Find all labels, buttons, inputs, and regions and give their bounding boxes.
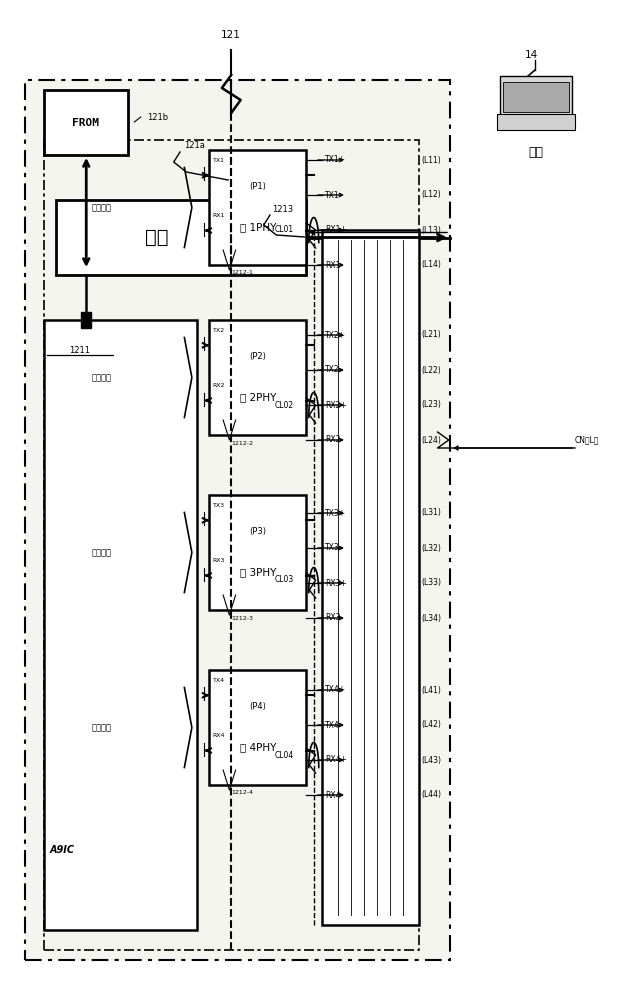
Text: (L14): (L14) (422, 260, 442, 269)
Text: TX2-: TX2- (325, 365, 342, 374)
Text: (L42): (L42) (422, 720, 442, 730)
Text: TX2+: TX2+ (325, 330, 346, 340)
Text: TX2: TX2 (213, 328, 225, 333)
Text: RX1-: RX1- (325, 260, 343, 269)
Bar (56, 200, 306, 275)
Text: RX1: RX1 (213, 213, 225, 218)
Text: CL04: CL04 (275, 750, 294, 760)
Text: RX4-: RX4- (325, 790, 343, 800)
Text: 1212-2: 1212-2 (231, 441, 253, 446)
Text: (L44): (L44) (422, 790, 442, 800)
Text: 1211: 1211 (69, 346, 90, 355)
Text: RX3-: RX3- (325, 613, 343, 622)
Text: RX1+: RX1+ (325, 226, 347, 234)
Bar (209, 320, 306, 435)
Text: 第 3PHY: 第 3PHY (239, 567, 276, 577)
Text: 第 4PHY: 第 4PHY (239, 742, 276, 752)
Text: 第四端口: 第四端口 (92, 723, 112, 732)
Text: 接口: 接口 (144, 228, 168, 247)
Text: 121: 121 (221, 30, 241, 40)
Text: (P1): (P1) (249, 182, 266, 191)
Text: RX4+: RX4+ (325, 756, 347, 764)
Text: (P4): (P4) (249, 702, 266, 711)
Text: (L12): (L12) (422, 190, 442, 200)
Text: TX1+: TX1+ (325, 155, 346, 164)
Text: RX3+: RX3+ (325, 578, 347, 587)
Text: TX3-: TX3- (325, 544, 342, 552)
Text: (L41): (L41) (422, 686, 442, 694)
Bar (44, 320, 197, 930)
Text: A9IC: A9IC (50, 845, 75, 855)
Bar (81, 312, 91, 328)
Text: TX1-: TX1- (325, 190, 342, 200)
Bar (322, 230, 419, 925)
Text: 第一端口: 第一端口 (92, 203, 112, 212)
Text: RX4: RX4 (213, 733, 225, 738)
Bar (503, 82, 569, 112)
Text: RX3: RX3 (213, 558, 225, 563)
Bar (500, 76, 572, 118)
Text: FROM: FROM (72, 117, 99, 127)
Text: CN（L）: CN（L） (575, 436, 599, 444)
Text: (L21): (L21) (422, 330, 442, 340)
Text: TX4+: TX4+ (325, 686, 346, 694)
Text: (L34): (L34) (422, 613, 442, 622)
Text: RX2: RX2 (213, 383, 225, 388)
Bar (209, 495, 306, 610)
Text: CL01: CL01 (275, 226, 294, 234)
Text: 第三端口: 第三端口 (92, 548, 112, 557)
Bar (209, 150, 306, 265)
Text: 14: 14 (524, 50, 538, 60)
Bar (209, 670, 306, 785)
Text: 第 2PHY: 第 2PHY (239, 392, 276, 402)
Text: (L24): (L24) (422, 436, 442, 444)
Text: 1212-3: 1212-3 (231, 615, 253, 620)
Text: TX3: TX3 (213, 503, 225, 508)
Text: (L22): (L22) (422, 365, 442, 374)
Text: CL02: CL02 (275, 400, 294, 410)
Text: (L33): (L33) (422, 578, 442, 587)
Text: RX2+: RX2+ (325, 400, 347, 410)
Text: (L11): (L11) (422, 155, 442, 164)
Bar (25, 80, 450, 960)
Text: 工具: 工具 (529, 145, 544, 158)
Text: (L23): (L23) (422, 400, 442, 410)
Text: (L32): (L32) (422, 544, 442, 552)
Text: TX3+: TX3+ (325, 508, 346, 518)
Text: 1213: 1213 (272, 206, 293, 215)
Text: TX1: TX1 (213, 158, 225, 163)
Text: CL03: CL03 (275, 576, 294, 584)
Text: TX4: TX4 (213, 678, 225, 683)
Bar (497, 114, 575, 130)
Text: (P2): (P2) (249, 352, 266, 361)
Text: (L43): (L43) (422, 756, 442, 764)
Text: 121a: 121a (184, 140, 205, 149)
Text: 第二端口: 第二端口 (92, 373, 112, 382)
Bar (44, 140, 419, 950)
Text: (L31): (L31) (422, 508, 442, 518)
Text: 1212-4: 1212-4 (231, 790, 253, 796)
Bar (44, 90, 128, 155)
Text: (L13): (L13) (422, 226, 442, 234)
Text: RX2-: RX2- (325, 436, 343, 444)
Text: 1212-1: 1212-1 (231, 270, 253, 275)
Text: TX4-: TX4- (325, 720, 342, 730)
Text: 121b: 121b (147, 112, 168, 121)
Text: (P3): (P3) (249, 527, 266, 536)
Text: 第 1PHY: 第 1PHY (239, 222, 276, 232)
